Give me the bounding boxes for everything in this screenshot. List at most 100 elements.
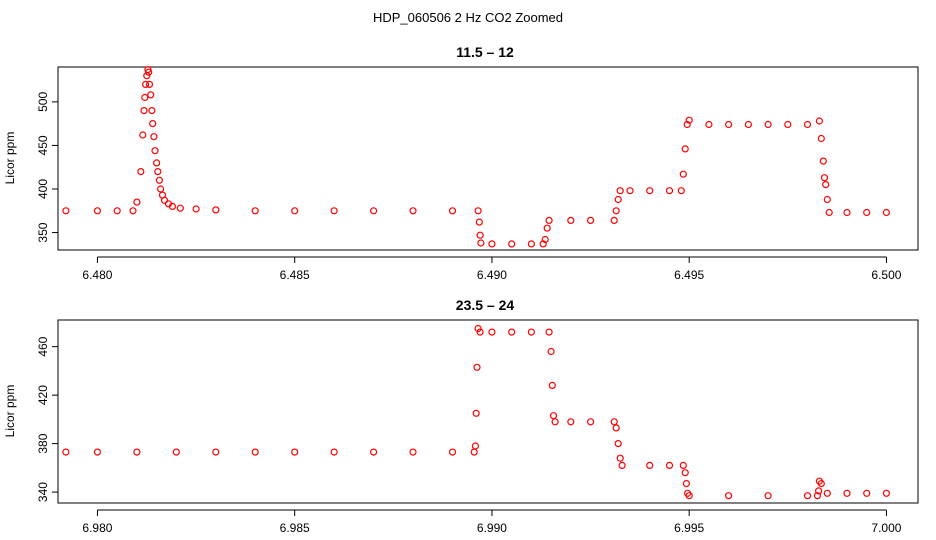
data-point — [586, 216, 595, 224]
data-point — [154, 168, 162, 176]
data-point — [820, 174, 829, 182]
data-point — [370, 207, 378, 215]
data-point — [212, 206, 220, 214]
data-point — [545, 328, 553, 336]
data-point — [251, 207, 259, 215]
data-point — [476, 231, 484, 239]
data-point — [764, 492, 772, 500]
x-tick-label: 6.500 — [871, 268, 901, 282]
data-point — [679, 170, 687, 178]
data-point — [863, 489, 871, 497]
data-point — [705, 120, 713, 129]
data-point — [93, 448, 102, 456]
data-point — [784, 120, 792, 129]
data-point — [153, 159, 161, 167]
data-point — [142, 80, 150, 89]
data-point — [646, 187, 654, 195]
data-point — [822, 181, 830, 189]
data-point — [724, 492, 733, 500]
data-point — [137, 168, 145, 176]
data-point — [147, 91, 155, 99]
data-point — [330, 207, 338, 215]
data-point — [545, 216, 553, 224]
data-point — [133, 198, 141, 206]
data-point — [682, 480, 691, 488]
data-point — [448, 448, 457, 456]
panel-bottom-x-axis: 6.980 6.985 6.990 6.995 7.000 — [82, 509, 902, 535]
data-point — [626, 187, 634, 195]
data-point — [685, 116, 693, 124]
data-point — [474, 324, 482, 333]
data-point — [815, 117, 824, 125]
data-point — [291, 448, 299, 456]
panel-bottom-plot-box — [57, 319, 919, 504]
data-point — [145, 80, 154, 89]
data-point — [150, 133, 158, 141]
data-point — [508, 328, 516, 336]
y-tick-label: 380 — [36, 433, 50, 453]
figure-title: HDP_060506 2 Hz CO2 Zoomed — [373, 10, 563, 25]
panel-top-points — [62, 65, 891, 248]
data-point — [212, 448, 220, 456]
data-point — [151, 147, 159, 155]
panel-top-ylabel: Licor ppm — [3, 132, 17, 185]
panel-bottom-title: 23.5 – 24 — [456, 297, 515, 313]
data-point — [681, 469, 689, 477]
data-point — [192, 205, 200, 213]
data-point — [551, 418, 559, 426]
data-point — [330, 448, 338, 456]
data-point — [140, 106, 148, 115]
panel-bottom-ylabel: Licor ppm — [3, 385, 17, 438]
data-point — [409, 207, 417, 215]
data-point — [471, 442, 479, 450]
data-point — [139, 131, 147, 139]
data-point — [681, 145, 689, 153]
data-point — [176, 204, 184, 212]
data-point — [539, 240, 547, 248]
y-tick-label: 500 — [36, 92, 50, 112]
panel-top-plot-box — [57, 66, 919, 251]
data-point — [409, 448, 417, 456]
data-point — [549, 412, 558, 420]
data-point — [93, 207, 102, 215]
data-point — [612, 207, 620, 215]
data-point — [823, 195, 831, 204]
data-point — [819, 157, 827, 165]
data-point — [477, 239, 485, 247]
data-point — [724, 120, 733, 129]
data-point — [291, 207, 299, 215]
data-point — [472, 409, 480, 417]
data-point — [616, 187, 624, 195]
x-tick-label: 6.480 — [82, 268, 112, 282]
data-point — [541, 235, 549, 244]
data-point — [168, 202, 176, 210]
data-point — [62, 207, 70, 215]
data-point — [567, 418, 575, 426]
data-point — [62, 448, 70, 456]
data-point — [882, 208, 891, 217]
data-point — [251, 448, 259, 456]
data-point — [448, 207, 457, 215]
data-point — [646, 461, 654, 469]
data-point — [679, 461, 687, 469]
data-point — [548, 381, 556, 389]
data-point — [665, 187, 674, 195]
data-point — [586, 418, 595, 426]
data-point — [843, 208, 851, 217]
y-tick-label: 400 — [36, 179, 50, 199]
data-point — [567, 216, 575, 224]
data-point — [473, 363, 481, 371]
data-point — [863, 208, 871, 217]
data-point — [882, 489, 891, 497]
data-point — [665, 461, 674, 469]
data-point — [148, 106, 156, 115]
data-point — [817, 480, 825, 488]
data-point — [488, 328, 496, 336]
data-point — [488, 240, 496, 248]
data-point — [129, 207, 137, 215]
data-point — [474, 207, 482, 215]
data-point — [683, 120, 691, 129]
data-point — [817, 134, 825, 143]
